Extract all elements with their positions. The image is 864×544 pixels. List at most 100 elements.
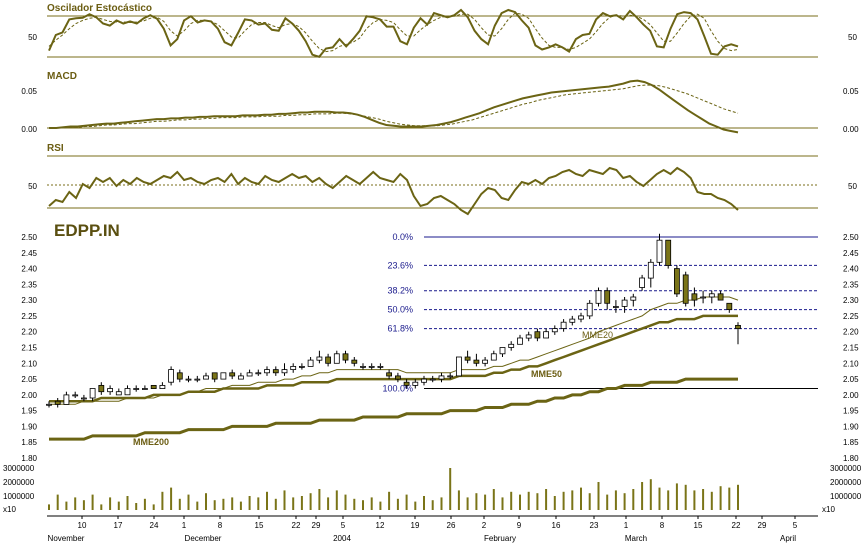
volume-bar	[737, 484, 739, 510]
candlestick	[325, 353, 332, 367]
volume-bar	[501, 497, 504, 510]
volume-bar	[170, 487, 173, 510]
price-left-tick-label: 2.10	[21, 359, 37, 368]
candle-body	[264, 369, 270, 374]
volume-bar	[56, 494, 59, 510]
candlestick	[665, 239, 672, 269]
stochastic-left-label: 50	[28, 33, 37, 42]
candlestick	[613, 300, 619, 313]
x-tick-label: 29	[312, 521, 321, 530]
candlestick	[473, 353, 480, 367]
volume-bar	[658, 487, 661, 510]
candlestick	[490, 350, 497, 361]
price-left-tick-label: 2.30	[21, 296, 37, 305]
candlestick	[72, 391, 79, 398]
x-tick-label: 5	[341, 521, 346, 530]
volume-bar	[239, 501, 242, 510]
volume-bar	[510, 491, 513, 510]
volume-bar	[606, 494, 609, 510]
volume-bar	[152, 504, 155, 510]
rsi-line	[48, 166, 739, 216]
candle-body	[124, 388, 131, 396]
candlestick	[159, 382, 166, 389]
candlestick	[98, 382, 105, 395]
volume-bar	[614, 490, 617, 510]
candle-body	[211, 372, 218, 380]
candlestick	[307, 357, 314, 367]
candle-body	[534, 331, 541, 339]
volume-left-tick-label: 3000000	[3, 464, 35, 473]
rsi-right-label: 50	[848, 182, 857, 191]
candle-body	[98, 384, 105, 393]
volume-bar	[300, 496, 303, 510]
rsi-left-label: 50	[28, 182, 37, 191]
candle-body	[203, 375, 209, 380]
candle-body	[447, 375, 454, 378]
volume-bar	[693, 490, 696, 510]
candlestick	[124, 385, 131, 396]
candle-body	[368, 365, 375, 368]
candlestick	[569, 315, 576, 326]
candlestick	[63, 391, 70, 405]
x-month-label: December	[185, 534, 222, 543]
volume-bar	[309, 493, 312, 510]
candlestick	[438, 372, 445, 383]
candle-body	[464, 356, 471, 361]
volume-bar	[379, 501, 382, 510]
candle-body	[81, 397, 87, 400]
volume-bar	[126, 496, 129, 510]
volume-bar	[143, 498, 146, 510]
candlestick	[639, 274, 645, 291]
candlestick	[595, 287, 602, 307]
x-axis-months: November December 2004 February March April	[48, 534, 797, 543]
candle-body	[89, 388, 96, 399]
fib-level-label: 0.0%	[392, 232, 413, 242]
x-tick-label: 5	[793, 521, 798, 530]
volume-bar	[545, 489, 548, 510]
volume-bar	[580, 487, 582, 510]
volume-bar	[100, 504, 103, 510]
volume-bar	[414, 501, 417, 510]
candle-body	[586, 302, 593, 317]
candle-body	[150, 384, 157, 389]
volume-bar	[423, 496, 425, 510]
candle-body	[482, 359, 489, 364]
candle-body	[386, 372, 393, 377]
candlestick	[482, 357, 489, 367]
x-tick-label: 15	[694, 521, 703, 530]
price-left-tick-label: 1.80	[21, 454, 37, 463]
volume-bar	[519, 494, 521, 510]
candlestick	[630, 293, 637, 307]
candle-body	[525, 334, 532, 339]
volume-bar	[641, 482, 644, 510]
candlestick	[237, 372, 244, 380]
candlestick	[412, 379, 419, 389]
volume-bar	[431, 500, 434, 510]
candlestick	[578, 312, 584, 323]
candle-body	[551, 328, 558, 333]
price-left-tick-label: 1.95	[21, 407, 37, 416]
candlestick	[107, 385, 113, 395]
volume-right-tick-label: 3000000	[830, 464, 862, 473]
candle-body	[735, 324, 741, 329]
candle-body	[185, 378, 192, 381]
price-left-tick-label: 1.85	[21, 438, 37, 447]
volume-unit-right: x10	[822, 505, 835, 514]
candlestick	[386, 369, 393, 380]
candlestick	[368, 363, 375, 370]
price-right-tick-label: 2.15	[843, 344, 859, 353]
candlestick	[717, 290, 724, 301]
candle-body	[168, 369, 175, 383]
candle-body	[639, 277, 645, 288]
candlestick	[115, 388, 122, 396]
candlestick	[656, 233, 663, 266]
candle-body	[176, 372, 183, 380]
fib-level-label: 61.8%	[387, 324, 413, 334]
price-right-tick-label: 2.20	[843, 328, 859, 337]
candle-body	[717, 293, 724, 301]
candlestick	[377, 363, 384, 370]
candlestick	[708, 290, 715, 304]
fib-level-label: 38.2%	[387, 286, 413, 296]
mme200-label: MME200	[133, 437, 169, 447]
candle-body	[46, 403, 52, 406]
